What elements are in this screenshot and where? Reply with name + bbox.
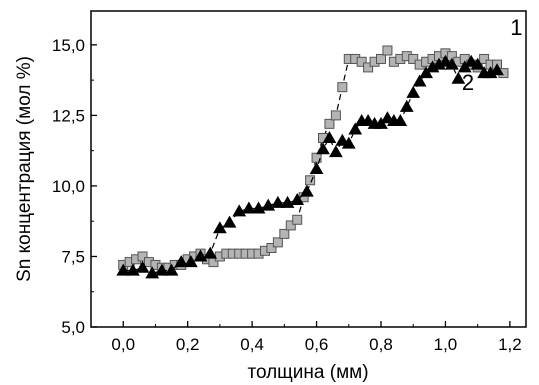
series-2-point: [470, 57, 485, 70]
series-2-point: [203, 246, 218, 259]
series-2-point: [155, 263, 169, 276]
series-2-point: [445, 57, 459, 70]
series-2-point: [242, 201, 256, 214]
series-2-point: [399, 99, 414, 112]
series-2-point: [290, 193, 305, 206]
x-axis: 0,0 0,2 0,4 0,6 0,8 1,0 1,2: [111, 321, 522, 354]
series-1-point: [356, 56, 367, 67]
x-tick-label: 1,0: [434, 335, 458, 354]
series-2-point: [348, 122, 363, 135]
x-tick-label: 1,2: [498, 335, 522, 354]
series-2-point: [393, 114, 408, 127]
y-tick-label: 10,0: [52, 177, 85, 196]
series-2: [116, 54, 504, 279]
series-1-point: [285, 220, 296, 231]
series-1-point: [279, 228, 290, 239]
series-2-point: [135, 260, 150, 273]
series-1-point: [479, 53, 490, 64]
series-annotations: 12: [462, 15, 523, 95]
series-2-point: [222, 215, 237, 228]
series-2-point: [322, 130, 337, 143]
series-2-point: [271, 195, 285, 208]
series-1-point: [330, 110, 341, 121]
series-1-point: [305, 175, 316, 186]
series-2-point: [341, 136, 356, 149]
series-1-point: [266, 243, 277, 253]
series-2-point: [300, 184, 314, 197]
x-tick-label: 0,4: [240, 335, 264, 354]
series-2-point: [412, 74, 427, 87]
series-1-point: [337, 82, 348, 93]
series-label-2: 2: [462, 70, 474, 95]
series-2-point: [174, 255, 189, 268]
series-1-point: [324, 118, 335, 129]
series-2-point: [451, 71, 466, 84]
series-2-point: [490, 63, 504, 76]
series-label-1: 1: [510, 15, 522, 40]
x-tick-label: 0,6: [305, 335, 329, 354]
series-2-point: [309, 161, 324, 174]
y-tick-label: 12,5: [52, 106, 85, 125]
series-2-point: [329, 145, 343, 158]
series-2-point: [116, 263, 131, 276]
x-tick-label: 0,8: [369, 335, 393, 354]
series-layer: [116, 45, 509, 279]
series-2-point: [164, 263, 179, 276]
y-axis-title: Sn концентрация (мол %): [14, 56, 35, 282]
y-tick-label: 15,0: [52, 36, 85, 55]
series-2-point: [406, 85, 421, 98]
x-tick-label: 0,0: [111, 335, 135, 354]
y-tick-label: 5,0: [61, 318, 85, 337]
x-axis-title: толщина (мм): [247, 362, 368, 383]
series-1-point: [376, 53, 386, 64]
y-axis: 5,0 7,5 10,0 12,5 15,0: [52, 36, 97, 337]
series-1-point: [292, 214, 303, 225]
series-1-point: [272, 237, 283, 248]
series-1-point: [382, 45, 393, 56]
series-1-point: [363, 62, 374, 73]
series-1-point: [408, 53, 419, 64]
y-tick-label: 7,5: [61, 247, 85, 266]
series-2-point: [316, 142, 330, 155]
x-tick-label: 0,2: [176, 335, 200, 354]
